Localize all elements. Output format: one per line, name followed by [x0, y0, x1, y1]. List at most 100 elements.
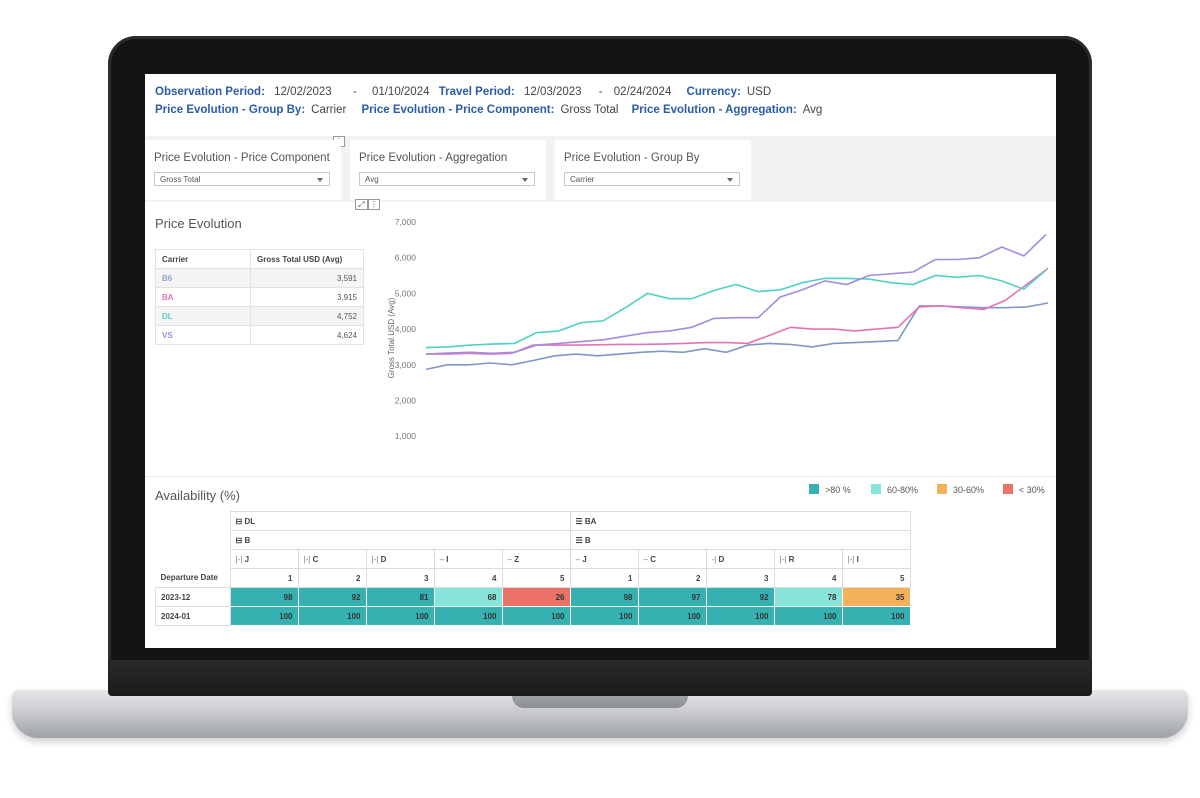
value-cell: 4,624 — [250, 325, 364, 345]
sort-icon[interactable]: |-| — [847, 554, 855, 564]
cabin-name: B — [244, 535, 251, 545]
carrier-group-dl[interactable]: ⊟ DL — [229, 511, 571, 531]
carrier-group-name: BA — [584, 516, 597, 526]
legend-item-lt30: < 30% — [1003, 484, 1045, 495]
carrier-column-header: Carrier — [155, 249, 251, 269]
legend-swatch — [937, 484, 947, 494]
carrier-cell: DL — [155, 306, 251, 326]
collapse-icon[interactable]: ⊟ — [235, 516, 243, 526]
carrier-cell: B6 — [155, 268, 251, 288]
cabin-header-row: ⊟ B ☰ B — [156, 530, 911, 550]
legend-swatch — [871, 484, 881, 494]
class-header[interactable]: |-| I — [841, 549, 911, 569]
table-row: BA 3,915 — [155, 287, 364, 307]
carrier-group-name: DL — [244, 516, 256, 526]
departure-date-header: Departure Date — [160, 573, 218, 583]
sort-icon[interactable]: -| — [711, 554, 717, 564]
observation-start: 12/02/2023 — [274, 86, 332, 98]
class-header[interactable]: – I — [433, 549, 503, 569]
class-code: I — [446, 554, 449, 564]
chart-more-icon[interactable]: ⋮ — [368, 199, 380, 210]
availability-cell: 26 — [501, 587, 571, 607]
sort-icon[interactable]: |-| — [235, 554, 243, 564]
group-by-label: Price Evolution - Group By: — [155, 104, 306, 116]
y-tick-label: 1,000 — [395, 431, 417, 441]
sort-icon[interactable]: |-| — [779, 554, 787, 564]
filter-group-by-label: Price Evolution - Group By — [564, 152, 700, 164]
menu-icon[interactable]: ☰ — [575, 516, 583, 526]
travel-period-label: Travel Period: — [438, 86, 515, 98]
travel-start: 12/03/2023 — [523, 86, 582, 98]
corner-blank — [156, 550, 231, 569]
sort-icon[interactable]: – — [643, 554, 648, 564]
position-header: 5 — [501, 568, 571, 588]
group-by-select[interactable]: Carrier — [564, 172, 740, 186]
position-header: 4 — [773, 568, 843, 588]
availability-cell: 92 — [297, 587, 367, 607]
expand-icon[interactable]: ⤢ — [355, 199, 368, 210]
availability-table: ⊟ DL ☰ BA ⊟ B ☰ B |-| J |-| C |-| D – I – Z –… — [155, 511, 911, 626]
aggregation-select[interactable]: Avg — [359, 172, 535, 186]
collapse-icon[interactable]: ⊟ — [235, 535, 243, 545]
y-tick-label: 5,000 — [395, 288, 417, 298]
group-by-select-value: Carrier — [570, 175, 595, 184]
availability-cell: 100 — [365, 606, 435, 626]
series-line-0 — [425, 302, 1049, 371]
value-cell: 4,752 — [250, 306, 364, 326]
class-code: I — [856, 554, 859, 564]
position-header: 3 — [365, 568, 435, 588]
position-header: 1 — [229, 568, 299, 588]
legend-swatch — [1003, 484, 1013, 494]
aggregation-select-value: Avg — [365, 175, 379, 184]
position-header: 2 — [637, 568, 707, 588]
dashboard-screen: Observation Period: 12/02/2023 - 01/10/2… — [145, 74, 1056, 648]
position-header: 5 — [841, 568, 911, 588]
y-tick-label: 3,000 — [395, 360, 417, 370]
legend-label: 60-80% — [887, 485, 919, 495]
class-header[interactable]: |-| R — [773, 549, 843, 569]
travel-end: 02/24/2024 — [613, 86, 672, 98]
corner-blank — [156, 512, 231, 531]
class-code: Z — [514, 554, 520, 564]
price-component-label: Price Evolution - Price Component: — [361, 104, 555, 116]
position-header: 2 — [297, 568, 367, 588]
price-component-select[interactable]: Gross Total — [154, 172, 330, 186]
class-header[interactable]: -| D — [705, 549, 775, 569]
availability-cell: 98 — [229, 587, 299, 607]
sort-icon[interactable]: – — [439, 554, 444, 564]
section-divider — [145, 476, 1056, 477]
sort-icon[interactable]: |-| — [303, 554, 311, 564]
class-header[interactable]: |-| D — [365, 549, 435, 569]
carrier-group-ba[interactable]: ☰ BA — [569, 511, 911, 531]
class-header[interactable]: |-| C — [297, 549, 367, 569]
header-line-settings: Price Evolution - Group By: Carrier Price… — [155, 104, 828, 116]
availability-cell: 100 — [569, 606, 639, 626]
table-row: VS 4,624 — [155, 325, 364, 345]
availability-cell: 35 — [841, 587, 911, 607]
class-header[interactable]: – C — [637, 549, 707, 569]
availability-title: Availability (%) — [155, 488, 241, 503]
chevron-down-icon — [727, 178, 733, 182]
cabin-group[interactable]: ☰ B — [569, 530, 911, 550]
class-header[interactable]: – J — [569, 549, 639, 569]
currency-value: USD — [746, 86, 772, 98]
legend-item-30-60: 30-60% — [937, 484, 984, 495]
legend-swatch — [809, 484, 819, 494]
class-header[interactable]: – Z — [501, 549, 571, 569]
table-header-row: Carrier Gross Total USD (Avg) — [155, 249, 364, 269]
aggregation-value: Avg — [802, 104, 823, 116]
position-header: 4 — [433, 568, 503, 588]
sort-icon[interactable]: – — [507, 554, 512, 564]
sort-icon[interactable]: – — [575, 554, 580, 564]
availability-cell: 100 — [637, 606, 707, 626]
value-cell: 3,591 — [250, 268, 364, 288]
class-header[interactable]: |-| J — [229, 549, 299, 569]
series-line-2 — [425, 269, 1047, 349]
sort-icon[interactable]: |-| — [371, 554, 379, 564]
chevron-down-icon — [317, 178, 323, 182]
laptop-chin — [108, 660, 1092, 696]
departure-date-cell: 2024-01 — [155, 606, 231, 626]
y-tick-label: 7,000 — [395, 217, 417, 227]
cabin-group[interactable]: ⊟ B — [229, 530, 571, 550]
menu-icon[interactable]: ☰ — [575, 535, 583, 545]
